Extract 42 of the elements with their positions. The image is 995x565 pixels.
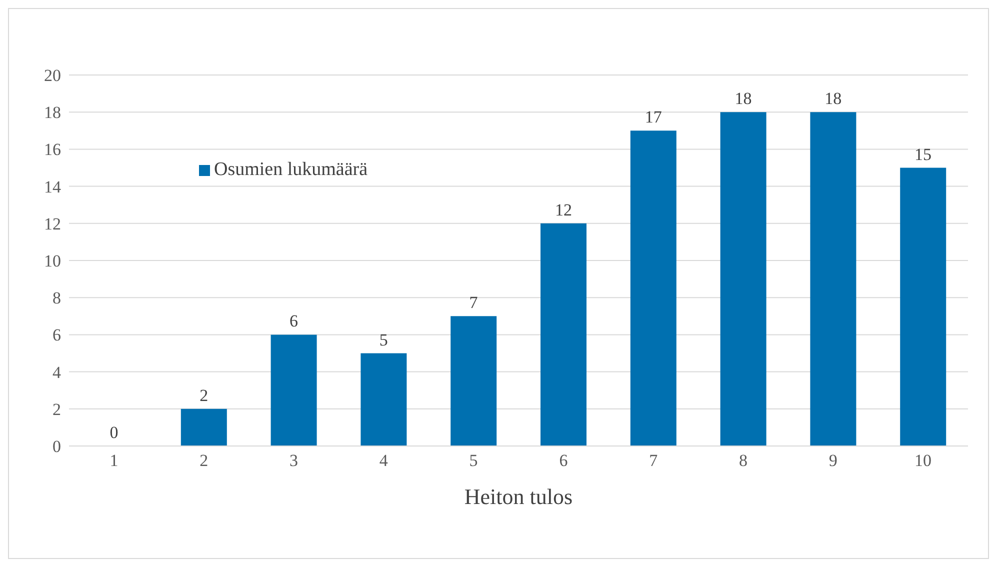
y-tick-label: 2 [52,400,61,419]
x-axis-title: Heiton tulos [464,484,573,509]
data-label: 18 [734,89,752,108]
y-tick-label: 18 [44,103,61,122]
data-label: 15 [914,144,932,164]
bar [540,223,586,446]
x-tick-label: 5 [469,451,478,470]
x-tick-label: 1 [110,451,118,470]
data-label: 12 [554,200,572,220]
y-tick-label: 6 [52,326,61,345]
legend-label: Osumien lukumäärä [214,159,368,180]
bar [900,168,946,446]
y-tick-label: 4 [52,362,62,382]
bar [360,353,407,446]
bar [270,334,317,446]
bar [810,112,856,446]
bar [180,408,227,446]
data-label: 0 [110,423,118,442]
data-label: 2 [200,386,208,405]
x-tick-label: 4 [379,451,388,470]
bar [450,316,497,446]
data-label: 18 [824,89,842,108]
bar [720,112,766,446]
data-label: 7 [469,293,478,312]
x-tick-label: 8 [739,451,748,470]
x-tick-label: 7 [649,451,658,470]
x-tick-label: 3 [290,451,298,470]
y-tick-label: 8 [52,288,61,308]
y-tick-label: 14 [44,177,62,196]
bar [630,130,676,446]
y-tick-label: 0 [52,437,61,456]
y-tick-label: 12 [44,214,61,234]
x-tick-label: 6 [559,451,568,470]
data-label: 6 [290,312,298,331]
y-tick-label: 10 [44,252,61,271]
data-label: 5 [379,330,388,350]
y-tick-label: 16 [44,140,61,160]
x-tick-label: 9 [828,451,838,470]
y-tick-label: 20 [44,66,61,86]
x-tick-label: 10 [914,451,932,470]
data-label: 17 [644,108,662,127]
x-tick-label: 2 [200,451,208,470]
